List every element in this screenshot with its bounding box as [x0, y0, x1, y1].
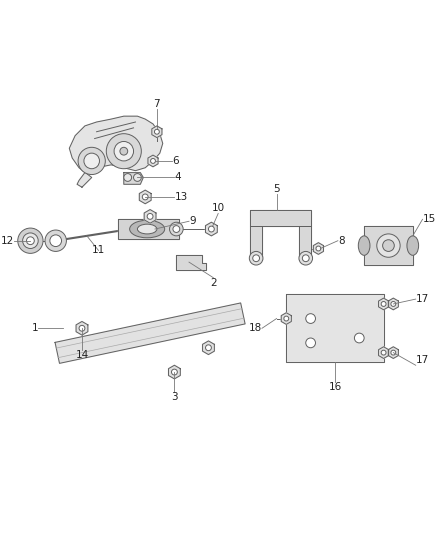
Circle shape [383, 240, 394, 252]
Circle shape [316, 246, 321, 251]
Text: 10: 10 [212, 204, 225, 214]
Circle shape [27, 237, 34, 245]
Polygon shape [313, 243, 323, 254]
Circle shape [284, 316, 289, 321]
Text: 17: 17 [416, 356, 429, 365]
Polygon shape [152, 126, 162, 138]
Text: 9: 9 [189, 216, 196, 226]
Circle shape [151, 158, 155, 164]
Circle shape [249, 252, 263, 265]
Text: 15: 15 [423, 214, 436, 224]
Circle shape [253, 255, 260, 262]
Circle shape [142, 194, 148, 200]
Text: 8: 8 [338, 236, 345, 246]
Text: 17: 17 [416, 294, 429, 304]
Circle shape [306, 338, 315, 348]
Polygon shape [69, 116, 163, 187]
Circle shape [302, 255, 309, 262]
Circle shape [155, 130, 159, 134]
Circle shape [79, 325, 85, 331]
Text: 13: 13 [174, 192, 187, 202]
Polygon shape [76, 321, 88, 335]
Circle shape [205, 345, 212, 351]
Polygon shape [250, 209, 311, 226]
Polygon shape [299, 226, 311, 260]
Polygon shape [250, 226, 262, 260]
Circle shape [208, 226, 214, 232]
Text: 2: 2 [210, 278, 217, 288]
Polygon shape [118, 219, 179, 239]
Polygon shape [144, 209, 156, 223]
Polygon shape [364, 226, 413, 265]
Circle shape [106, 134, 141, 169]
Polygon shape [177, 255, 205, 270]
Text: 5: 5 [273, 184, 280, 194]
Text: 16: 16 [328, 382, 342, 392]
Polygon shape [148, 155, 158, 167]
Circle shape [172, 369, 177, 375]
Text: 4: 4 [174, 173, 181, 182]
Circle shape [23, 233, 38, 248]
Text: 6: 6 [173, 156, 179, 166]
Polygon shape [139, 190, 151, 204]
Circle shape [354, 333, 364, 343]
Ellipse shape [358, 236, 370, 255]
Polygon shape [202, 341, 214, 354]
Circle shape [306, 314, 315, 324]
Circle shape [45, 230, 67, 252]
Circle shape [381, 302, 386, 306]
Circle shape [18, 228, 43, 253]
Circle shape [124, 174, 131, 181]
Polygon shape [378, 298, 389, 310]
Polygon shape [388, 298, 399, 310]
Circle shape [299, 252, 313, 265]
Polygon shape [205, 222, 217, 236]
Text: 7: 7 [154, 99, 160, 109]
Polygon shape [55, 303, 245, 364]
Ellipse shape [138, 224, 157, 234]
Circle shape [147, 214, 153, 219]
Circle shape [173, 225, 180, 232]
Text: 12: 12 [0, 236, 14, 246]
Circle shape [114, 141, 134, 161]
Circle shape [377, 234, 400, 257]
Circle shape [391, 350, 396, 355]
Circle shape [120, 147, 128, 155]
Polygon shape [124, 173, 143, 184]
Text: 18: 18 [249, 324, 262, 333]
Text: 11: 11 [92, 245, 105, 255]
Text: 14: 14 [75, 350, 88, 360]
Ellipse shape [130, 220, 165, 238]
Polygon shape [169, 365, 180, 379]
Circle shape [391, 302, 396, 306]
Circle shape [134, 174, 141, 181]
Text: 1: 1 [32, 324, 38, 333]
Circle shape [84, 153, 99, 169]
Circle shape [170, 222, 183, 236]
Polygon shape [388, 347, 399, 359]
Ellipse shape [407, 236, 419, 255]
Polygon shape [378, 347, 389, 359]
Circle shape [78, 147, 105, 174]
Text: 3: 3 [171, 392, 178, 401]
Polygon shape [286, 294, 384, 362]
Circle shape [381, 350, 386, 355]
Circle shape [50, 235, 62, 247]
Polygon shape [281, 313, 291, 325]
